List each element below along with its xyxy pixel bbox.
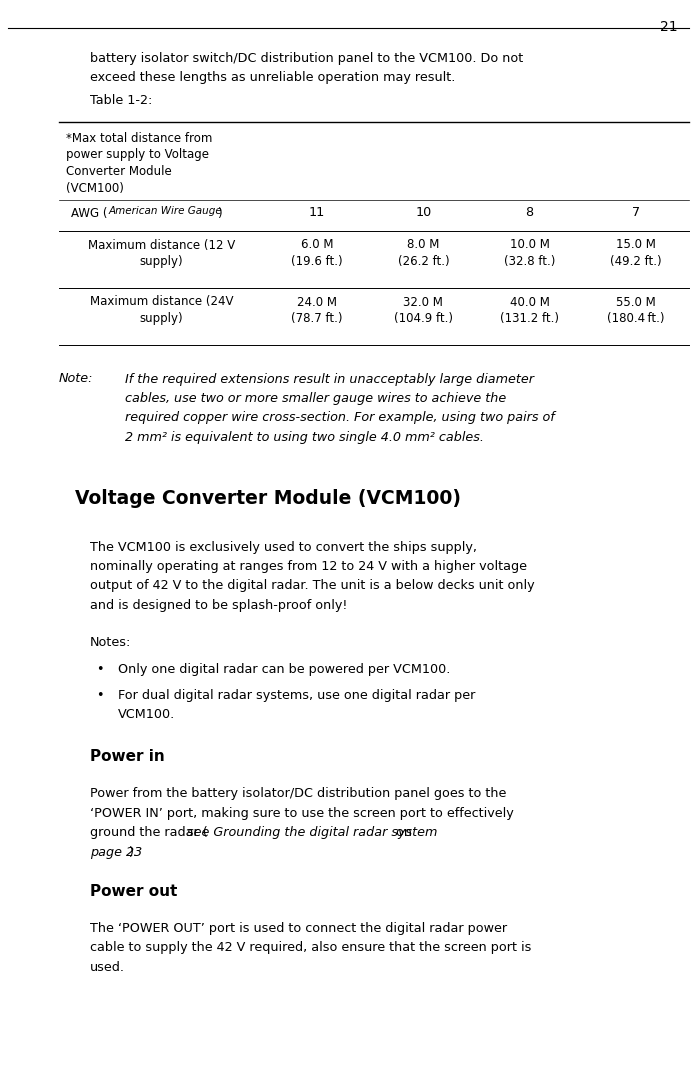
Text: •: •: [96, 689, 104, 702]
Text: 21: 21: [660, 20, 678, 34]
Text: 2 mm² is equivalent to using two single 4.0 mm² cables.: 2 mm² is equivalent to using two single …: [125, 431, 484, 444]
Text: 40.0 M
(131.2 ft.): 40.0 M (131.2 ft.): [500, 295, 559, 326]
Text: page 23: page 23: [90, 846, 142, 859]
Text: ).: ).: [128, 846, 137, 859]
Text: 55.0 M
(180.4 ft.): 55.0 M (180.4 ft.): [607, 295, 665, 326]
Text: exceed these lengths as unreliable operation may result.: exceed these lengths as unreliable opera…: [90, 72, 455, 85]
Text: 11: 11: [309, 206, 325, 219]
Text: VCM100.: VCM100.: [118, 709, 175, 722]
Text: American Wire Gauge: American Wire Gauge: [109, 206, 223, 217]
Text: If the required extensions result in unacceptably large diameter: If the required extensions result in una…: [125, 372, 534, 385]
Text: 24.0 M
(78.7 ft.): 24.0 M (78.7 ft.): [291, 295, 343, 326]
Text: Power out: Power out: [90, 884, 177, 899]
Text: 7: 7: [631, 206, 640, 219]
Text: •: •: [96, 663, 104, 676]
Text: nominally operating at ranges from 12 to 24 V with a higher voltage: nominally operating at ranges from 12 to…: [90, 560, 527, 573]
Text: The VCM100 is exclusively used to convert the ships supply,: The VCM100 is exclusively used to conver…: [90, 540, 477, 553]
Text: Only one digital radar can be powered per VCM100.: Only one digital radar can be powered pe…: [118, 663, 450, 676]
Text: Notes:: Notes:: [90, 637, 131, 650]
Text: 32.0 M
(104.9 ft.): 32.0 M (104.9 ft.): [394, 295, 453, 326]
Text: on: on: [392, 827, 413, 840]
Text: Table 1-2:: Table 1-2:: [90, 93, 153, 106]
Text: and is designed to be splash-proof only!: and is designed to be splash-proof only!: [90, 599, 347, 612]
Text: ‘POWER IN’ port, making sure to use the screen port to effectively: ‘POWER IN’ port, making sure to use the …: [90, 807, 514, 820]
Text: ground the radar (: ground the radar (: [90, 827, 208, 840]
Text: *Max total distance from
power supply to Voltage
Converter Module
(VCM100): *Max total distance from power supply to…: [66, 131, 213, 195]
Text: 6.0 M
(19.6 ft.): 6.0 M (19.6 ft.): [291, 239, 343, 268]
Text: 8.0 M
(26.2 ft.): 8.0 M (26.2 ft.): [397, 239, 449, 268]
Text: Maximum distance (24V
supply): Maximum distance (24V supply): [90, 295, 233, 326]
Text: Maximum distance (12 V
supply): Maximum distance (12 V supply): [88, 239, 235, 268]
Text: Note:: Note:: [59, 372, 93, 385]
Text: battery isolator switch/DC distribution panel to the VCM100. Do not: battery isolator switch/DC distribution …: [90, 52, 523, 65]
Text: output of 42 V to the digital radar. The unit is a below decks unit only: output of 42 V to the digital radar. The…: [90, 579, 535, 592]
Text: AWG (: AWG (: [71, 206, 107, 219]
Text: The ‘POWER OUT’ port is used to connect the digital radar power: The ‘POWER OUT’ port is used to connect …: [90, 922, 507, 935]
Text: cables, use two or more smaller gauge wires to achieve the: cables, use two or more smaller gauge wi…: [125, 392, 506, 405]
Text: 10.0 M
(32.8 ft.): 10.0 M (32.8 ft.): [504, 239, 556, 268]
Text: required copper wire cross-section. For example, using two pairs of: required copper wire cross-section. For …: [125, 411, 555, 424]
Text: Power in: Power in: [90, 750, 164, 765]
Text: 10: 10: [415, 206, 431, 219]
Text: Power from the battery isolator/DC distribution panel goes to the: Power from the battery isolator/DC distr…: [90, 788, 507, 801]
Text: 15.0 M
(49.2 ft.): 15.0 M (49.2 ft.): [610, 239, 661, 268]
Text: cable to supply the 42 V required, also ensure that the screen port is: cable to supply the 42 V required, also …: [90, 942, 531, 955]
Text: Voltage Converter Module (VCM100): Voltage Converter Module (VCM100): [75, 488, 461, 508]
Text: ): ): [217, 206, 222, 219]
Text: For dual digital radar systems, use one digital radar per: For dual digital radar systems, use one …: [118, 689, 475, 702]
Text: used.: used.: [90, 961, 125, 974]
Text: 8: 8: [526, 206, 534, 219]
Text: see Grounding the digital radar system: see Grounding the digital radar system: [187, 827, 438, 840]
